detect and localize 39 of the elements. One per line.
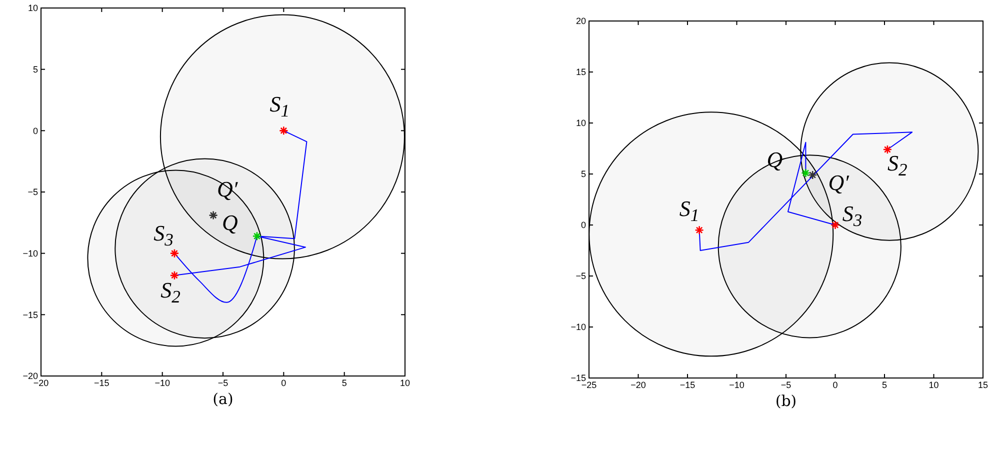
x-tick-label: 0 [832,380,838,390]
x-tick-label: 5 [882,380,888,390]
y-tick-label: 10 [28,3,38,14]
x-tick-label: 0 [281,378,286,388]
x-tick-label: 5 [342,378,347,388]
x-tick-label: −10 [154,378,170,388]
x-tick-label: 10 [400,378,410,388]
y-tick-label: −20 [22,371,38,382]
x-axis-title: (a) [212,390,234,408]
x-tick-label: 10 [928,380,939,390]
annotation: S$_{3}$ [154,220,174,250]
annotation: S$_{1}$ [270,92,290,122]
y-tick-label: 10 [576,118,586,128]
annotation: Q′ [828,170,850,196]
annotation: Q [222,210,238,236]
y-tick-label: −5 [576,271,586,282]
annotation: S$_{2}$ [160,277,181,307]
y-tick-label: −5 [28,187,38,198]
y-tick-label: −10 [22,248,38,258]
x-tick-label: −5 [780,380,792,390]
y-tick-label: 0 [32,126,38,136]
y-tick-label: 20 [576,16,586,26]
x-tick-label: −15 [680,380,696,390]
y-tick-label: 15 [576,67,586,78]
y-tick-label: 0 [580,220,586,230]
annotation: S$_{3}$ [842,201,862,230]
x-tick-label: 15 [978,380,988,390]
x-tick-label: −15 [94,378,110,388]
x-tick-label: −20 [630,380,646,390]
x-axis-title: (b) [775,392,797,410]
annotation: S$_{2}$ [888,150,908,180]
x-tick-label: −5 [218,378,228,388]
x-tick-label: −25 [581,380,597,390]
y-tick-label: −10 [570,322,586,332]
y-tick-label: 5 [580,169,586,180]
y-tick-label: 5 [32,64,38,74]
y-tick-label: −15 [22,310,38,320]
x-tick-label: −10 [729,380,744,390]
annotation: S$_{1}$ [679,196,700,226]
